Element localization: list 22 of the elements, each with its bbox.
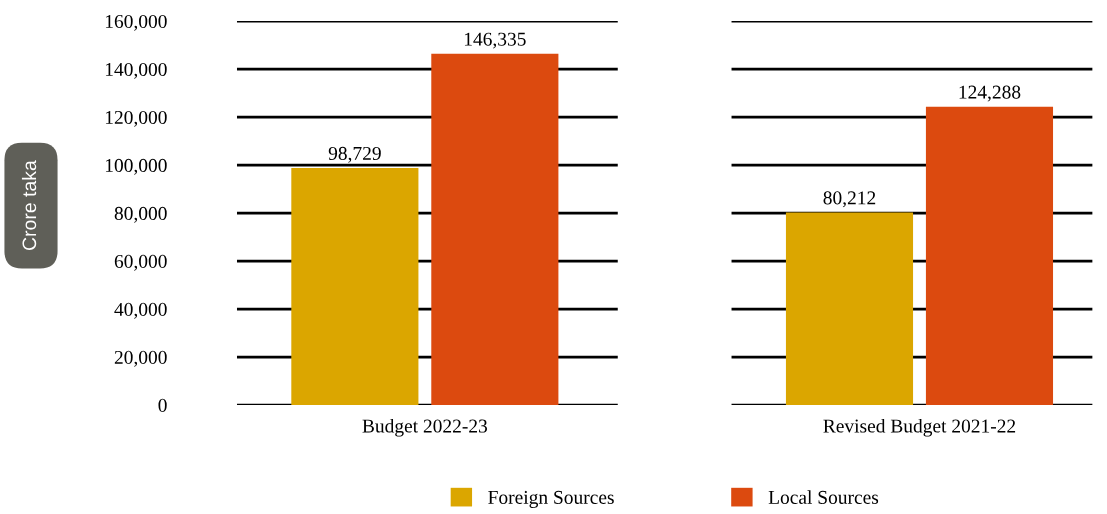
data-label: 98,729 xyxy=(328,146,381,163)
y-tick-label: 140,000 xyxy=(105,62,167,79)
legend-label: Foreign Sources xyxy=(488,490,614,508)
y-tick-label: 120,000 xyxy=(105,110,167,127)
data-label: 146,335 xyxy=(464,32,526,49)
data-label: 80,212 xyxy=(823,191,876,208)
x-tick-label: Budget 2022-23 xyxy=(362,418,488,437)
bar xyxy=(431,53,559,406)
y-tick-label: 20,000 xyxy=(114,350,167,367)
y-tick-label: 100,000 xyxy=(105,158,167,175)
y-tick-label: 40,000 xyxy=(114,302,167,319)
y-tick-label: 60,000 xyxy=(114,254,167,271)
y-tick-label: 160,000 xyxy=(105,14,167,31)
y-tick-label: 80,000 xyxy=(114,206,167,223)
legend-label: Local Sources xyxy=(768,490,879,504)
x-tick-label: Revised Budget 2021-22 xyxy=(823,418,1016,437)
y-tick-label: 0 xyxy=(158,398,167,412)
bar xyxy=(291,168,419,406)
bar xyxy=(925,106,1054,406)
bar xyxy=(785,212,914,406)
y-axis-title: Crore taka xyxy=(21,160,37,250)
data-label: 124,288 xyxy=(959,85,1021,102)
